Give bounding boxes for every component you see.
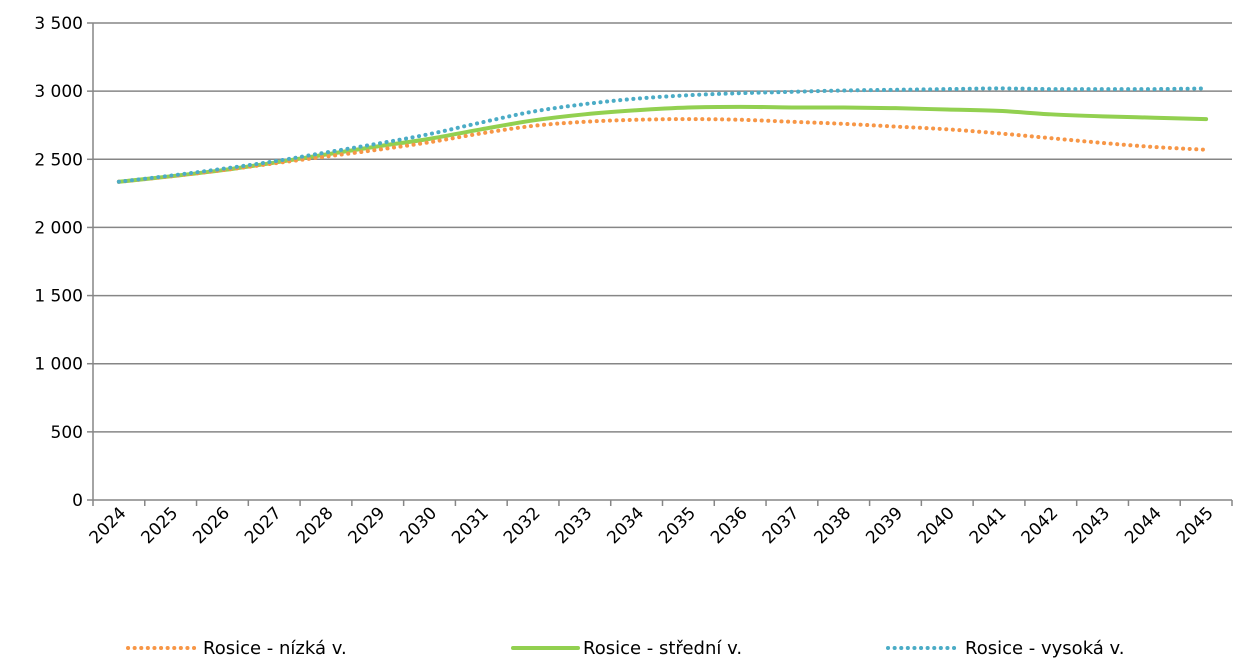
y-tick-label: 3 500 [34,14,83,34]
x-tick-label: 2032 [500,503,545,548]
y-axis-ticks: 0 500 1 000 1 500 2 000 2 500 3 000 3 500 [34,14,93,511]
y-tick-label: 500 [51,423,83,443]
y-tick-label: 0 [72,491,83,511]
legend-label: Rosice - vysoká v. [965,638,1125,658]
series-lines [116,86,1209,184]
x-tick-label: 2033 [552,503,597,548]
x-tick-label: 2040 [914,503,959,548]
x-tick-label: 2044 [1121,503,1166,548]
y-tick-label: 1 000 [34,355,83,375]
x-tick-label: 2038 [811,503,856,548]
series-line-1 [116,104,1209,184]
series-line-0 [116,117,1209,184]
series-line-2 [116,86,1209,184]
x-tick-label: 2030 [396,503,441,548]
x-tick-label: 2035 [655,503,700,548]
x-tick-label: 2025 [137,503,182,548]
legend: Rosice - nízká v. Rosice - střední v. Rosi… [126,638,1125,658]
legend-item: Rosice - vysoká v. [886,638,1125,658]
x-tick-label: 2037 [759,503,804,548]
x-tick-label: 2045 [1173,503,1218,548]
x-tick-label: 2028 [293,503,338,548]
x-tick-label: 2043 [1069,503,1114,548]
x-tick-label: 2026 [189,503,234,548]
legend-label: Rosice - nízká v. [203,638,347,658]
y-tick-label: 2 000 [34,218,83,238]
x-tick-label: 2042 [1018,503,1063,548]
x-tick-label: 2027 [241,503,286,548]
y-tick-label: 2 500 [34,150,83,170]
y-tick-label: 1 500 [34,287,83,307]
x-tick-label: 2041 [966,503,1011,548]
x-tick-label: 2029 [345,503,390,548]
y-tick-label: 3 000 [34,82,83,102]
legend-label: Rosice - střední v. [583,638,742,658]
x-tick-label: 2039 [862,503,907,548]
x-tick-label: 2031 [448,503,493,548]
x-tick-label: 2024 [86,503,131,548]
legend-item: Rosice - střední v. [511,638,742,658]
legend-item: Rosice - nízká v. [126,638,347,658]
x-tick-label: 2036 [707,503,752,548]
gridlines [93,22,1232,433]
x-axis: 2024 2025 2026 2027 2028 2029 2030 2031 2032 2033… [86,23,1233,548]
x-tick-label: 2034 [603,503,648,548]
